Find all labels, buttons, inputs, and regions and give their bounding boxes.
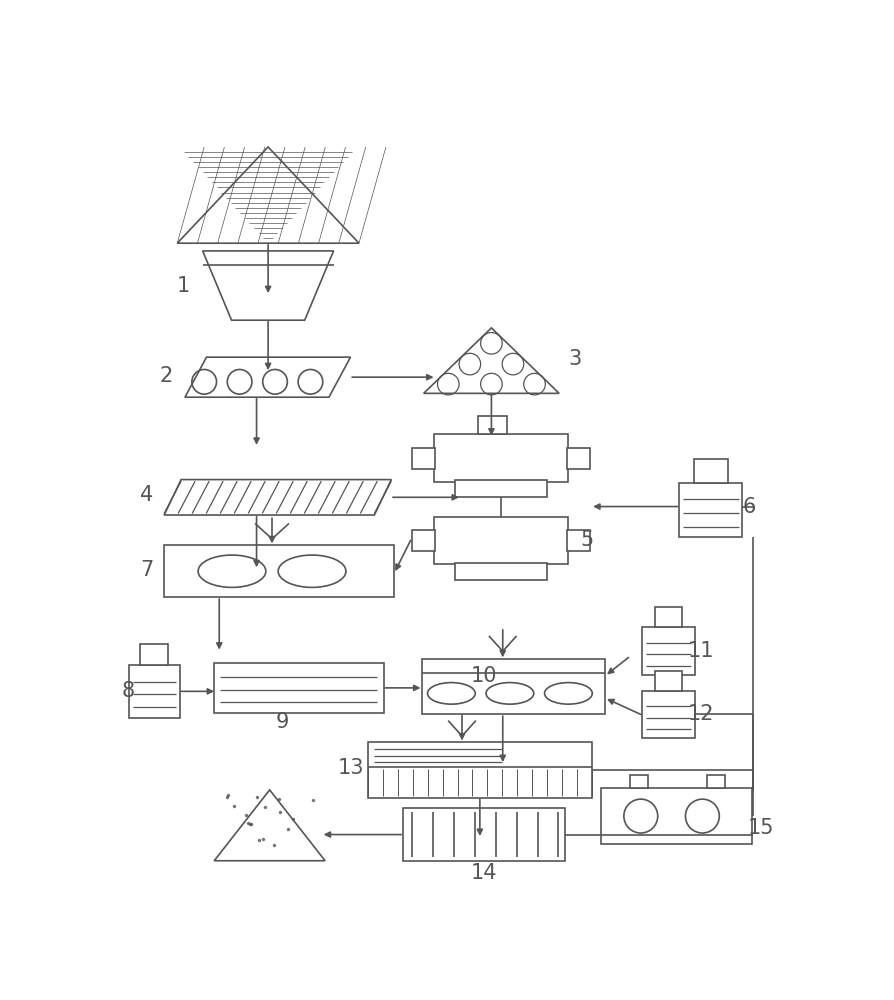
- Ellipse shape: [427, 683, 475, 704]
- Bar: [629, 774, 648, 788]
- Bar: [411, 448, 434, 469]
- Text: 10: 10: [470, 666, 496, 686]
- Text: 9: 9: [275, 712, 289, 732]
- Bar: [402, 808, 564, 861]
- Bar: [642, 691, 694, 738]
- Text: 7: 7: [139, 560, 153, 580]
- Bar: [654, 607, 681, 627]
- Bar: [455, 480, 546, 497]
- Bar: [693, 459, 727, 483]
- Text: 12: 12: [687, 704, 713, 724]
- Polygon shape: [177, 147, 358, 243]
- Bar: [566, 530, 589, 551]
- Polygon shape: [214, 790, 325, 861]
- Bar: [422, 659, 604, 714]
- Polygon shape: [202, 251, 333, 320]
- Bar: [164, 545, 393, 597]
- Bar: [706, 774, 725, 788]
- Bar: [642, 627, 694, 675]
- Polygon shape: [185, 357, 350, 397]
- Bar: [600, 788, 751, 844]
- Text: 1: 1: [177, 276, 190, 296]
- Ellipse shape: [198, 555, 266, 587]
- Text: 5: 5: [579, 530, 593, 550]
- Ellipse shape: [544, 683, 592, 704]
- Bar: [411, 530, 434, 551]
- Polygon shape: [164, 480, 391, 515]
- Bar: [434, 434, 568, 482]
- Polygon shape: [423, 328, 559, 393]
- Text: 3: 3: [568, 349, 580, 369]
- Bar: [140, 644, 168, 665]
- Text: 11: 11: [687, 641, 713, 661]
- Bar: [367, 742, 591, 798]
- Text: 15: 15: [746, 818, 773, 838]
- Bar: [679, 483, 742, 537]
- Bar: [566, 448, 589, 469]
- Bar: [654, 671, 681, 691]
- Text: 2: 2: [160, 366, 173, 386]
- Bar: [477, 416, 507, 434]
- Bar: [129, 665, 180, 718]
- Text: 6: 6: [742, 497, 755, 517]
- Text: 14: 14: [470, 863, 496, 883]
- Bar: [434, 517, 568, 564]
- Text: 8: 8: [122, 681, 134, 701]
- Bar: [214, 663, 384, 713]
- Text: 13: 13: [338, 758, 364, 778]
- Ellipse shape: [485, 683, 533, 704]
- Text: 4: 4: [139, 485, 153, 505]
- Ellipse shape: [278, 555, 346, 587]
- Bar: [455, 563, 546, 580]
